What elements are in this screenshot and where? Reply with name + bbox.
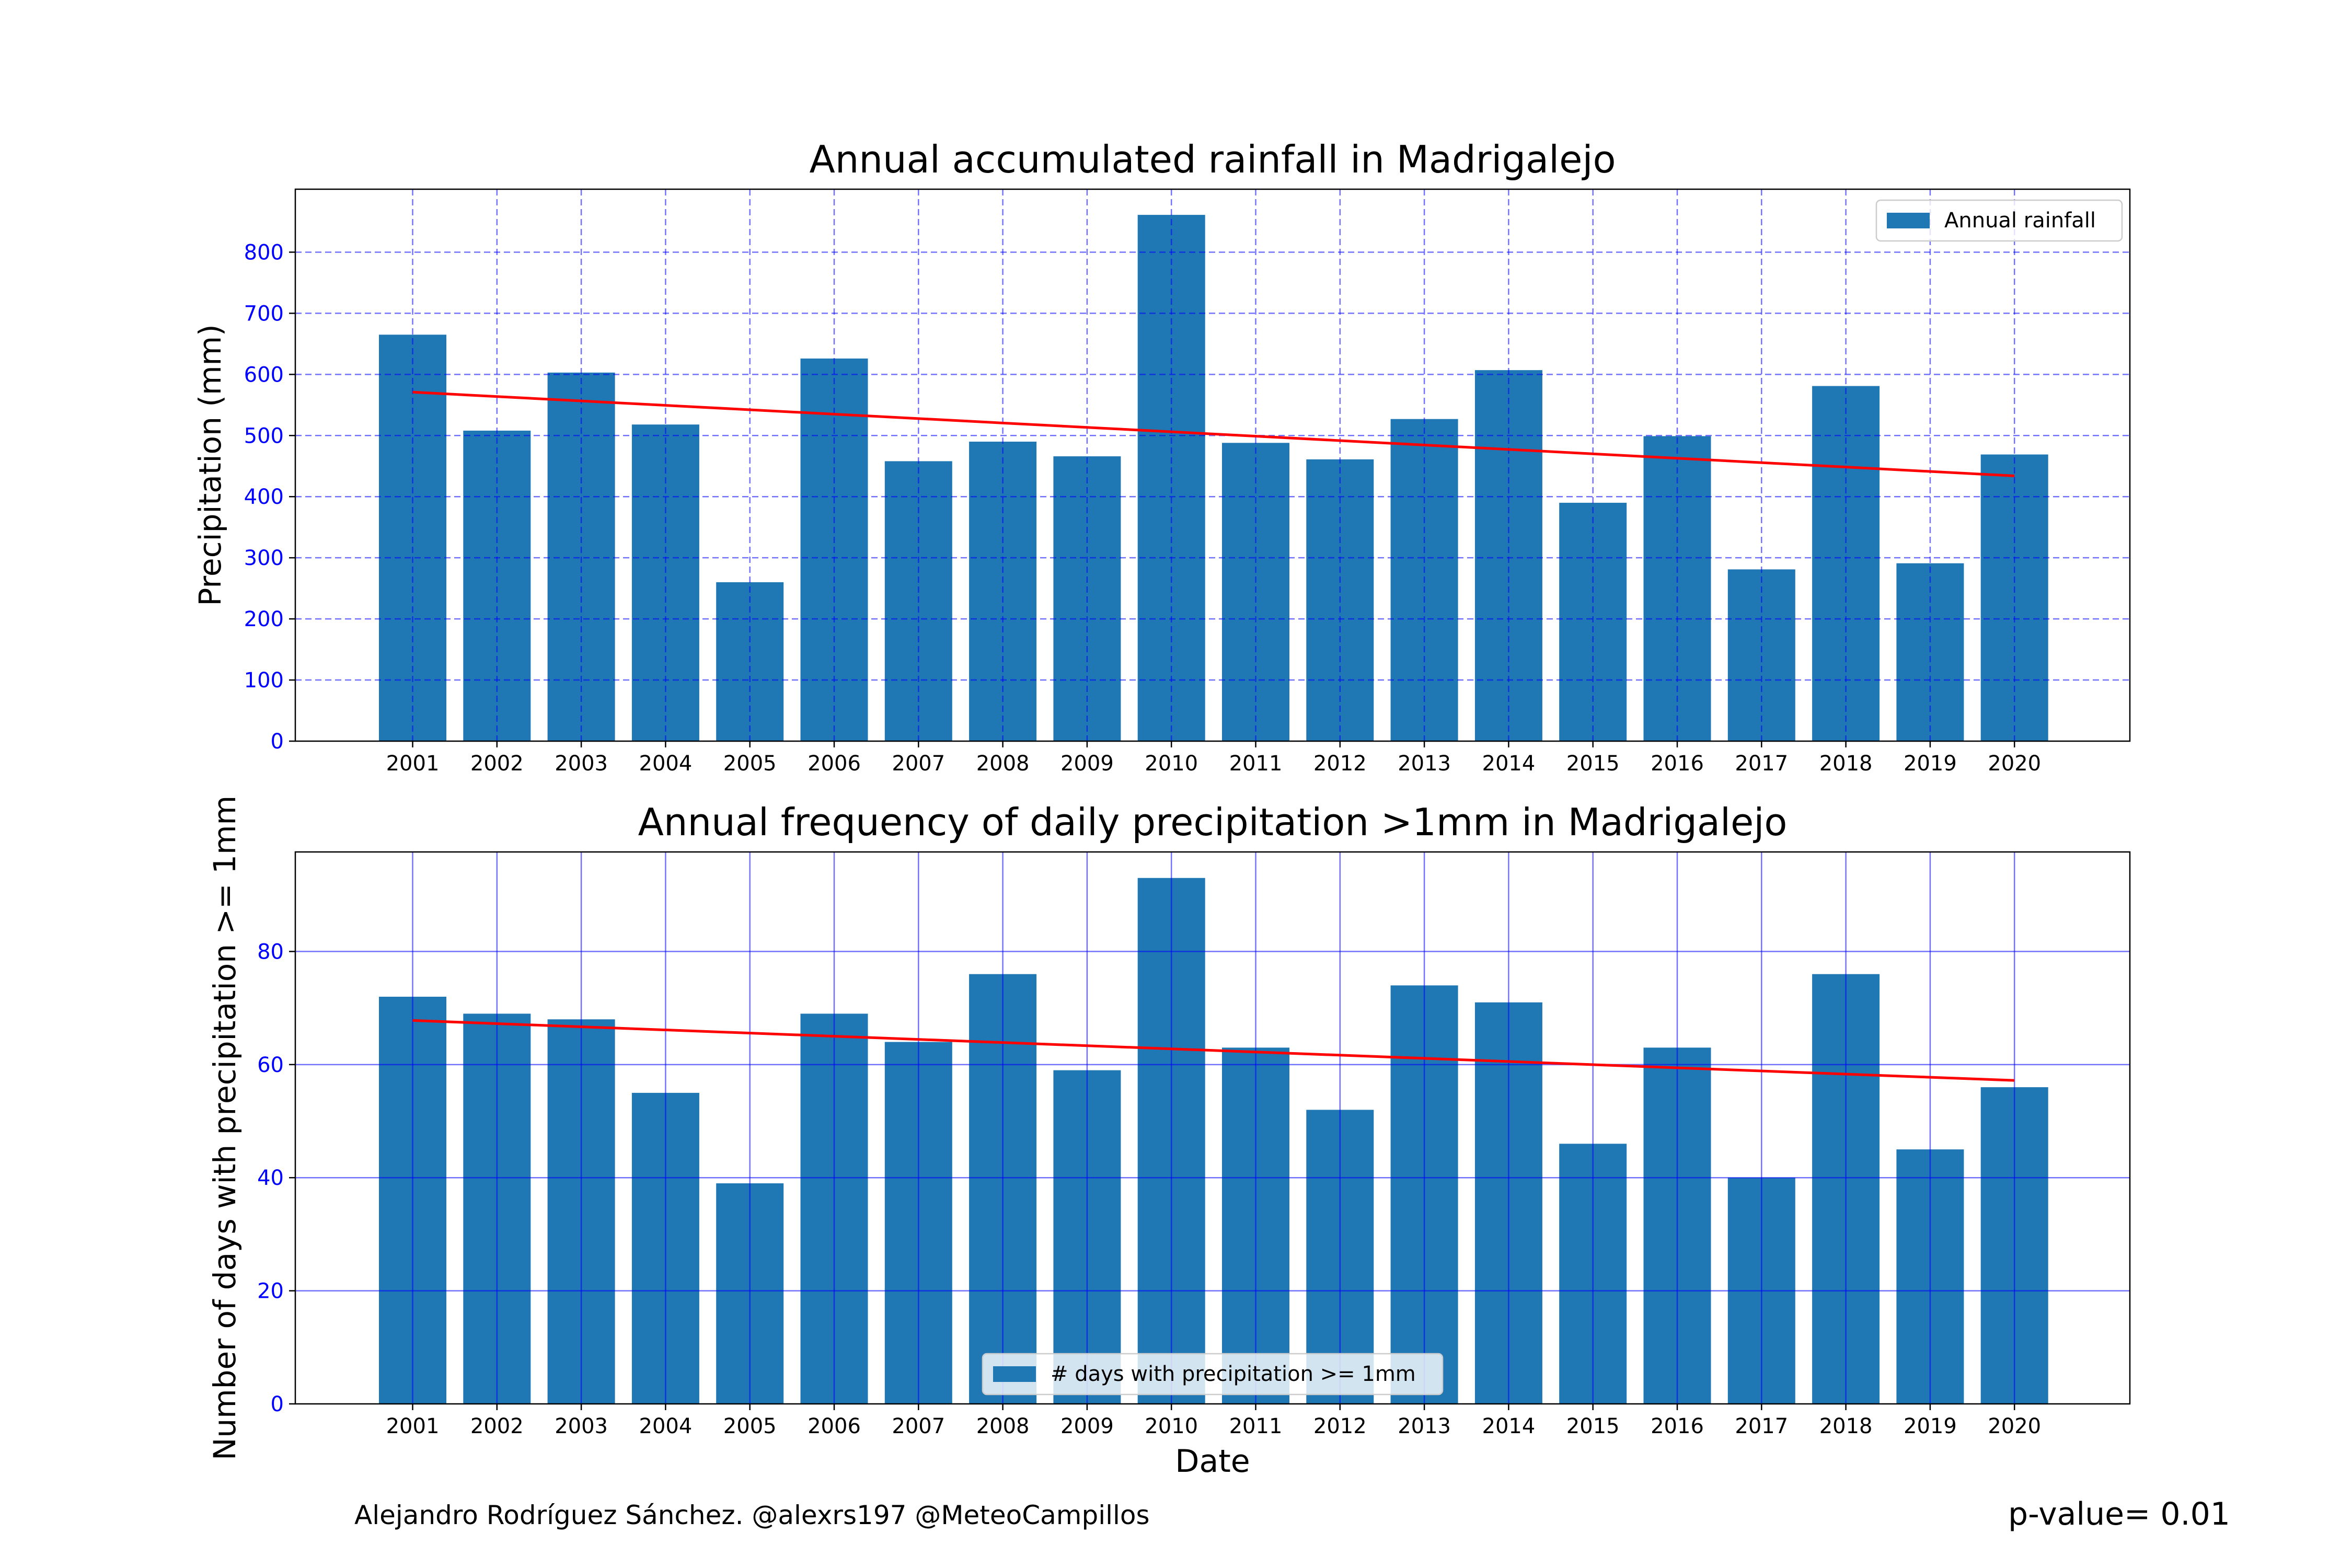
x-tick-label: 2019	[1904, 752, 1957, 776]
x-tick-label: 2018	[1819, 1414, 1873, 1438]
x-tick-label: 2011	[1229, 752, 1283, 776]
p-value-label: p-value= 0.01	[2008, 1496, 2230, 1532]
legend-swatch	[993, 1366, 1036, 1382]
chart-title: Annual frequency of daily precipitation …	[638, 800, 1788, 844]
y-tick-label: 600	[244, 363, 284, 387]
y-tick-label: 200	[244, 607, 284, 631]
legend-label: Annual rainfall	[1944, 209, 2096, 233]
y-tick-label: 800	[244, 240, 284, 264]
y-tick-label: 80	[257, 940, 284, 964]
x-tick-label: 2002	[470, 752, 524, 776]
y-tick-label: 20	[257, 1279, 284, 1304]
x-tick-label: 2016	[1651, 752, 1704, 776]
y-axis-label: Number of days with precipitation >= 1mm	[207, 795, 243, 1460]
legend-box	[1875, 199, 2123, 242]
y-tick-label: 300	[244, 546, 284, 570]
y-tick-label: 0	[271, 1392, 284, 1416]
x-tick-label: 2015	[1566, 1414, 1620, 1438]
y-tick-label: 60	[257, 1053, 284, 1077]
x-tick-label: 2017	[1735, 752, 1788, 776]
x-tick-label: 2011	[1229, 1414, 1283, 1438]
x-tick-label: 2020	[1988, 752, 2041, 776]
x-tick-label: 2009	[1060, 752, 1114, 776]
plot-frame	[294, 851, 2131, 1405]
author-credit: Alejandro Rodríguez Sánchez. @alexrs197 …	[354, 1500, 1150, 1530]
x-tick-label: 2007	[892, 1414, 945, 1438]
x-tick-label: 2001	[386, 752, 440, 776]
y-tick-label: 400	[244, 485, 284, 509]
y-axis-label: Precipitation (mm)	[192, 324, 228, 606]
x-tick-label: 2003	[555, 752, 608, 776]
chart-title: Annual accumulated rainfall in Madrigale…	[809, 137, 1616, 181]
x-tick-label: 2008	[976, 752, 1030, 776]
legend: # days with precipitation >= 1mm	[982, 1353, 1444, 1396]
chart-2: 0 20 40 60 80 2001 2002 2003 2004 2005 2006 2007 200…	[207, 795, 2131, 1480]
x-tick-label: 2007	[892, 752, 945, 776]
y-tick-label: 0	[271, 730, 284, 754]
x-tick-label: 2010	[1145, 752, 1198, 776]
y-tick-label: 40	[257, 1166, 284, 1190]
x-tick-label: 2016	[1651, 1414, 1704, 1438]
y-tick-label: 500	[244, 424, 284, 448]
x-tick-label: 2005	[723, 1414, 777, 1438]
y-tick-label: 700	[244, 302, 284, 326]
x-tick-label: 2019	[1904, 1414, 1957, 1438]
x-tick-label: 2012	[1313, 752, 1367, 776]
x-axis-label: Date	[1175, 1443, 1250, 1480]
x-tick-label: 2005	[723, 752, 777, 776]
x-tick-label: 2014	[1482, 1414, 1536, 1438]
x-tick-label: 2012	[1313, 1414, 1367, 1438]
x-tick-label: 2004	[639, 752, 693, 776]
y-tick-label: 100	[244, 668, 284, 693]
x-tick-label: 2009	[1060, 1414, 1114, 1438]
x-tick-label: 2010	[1145, 1414, 1198, 1438]
chart-1: 0 100 200 300 400 500 600 700 800 2001 2002 2003 200…	[192, 137, 2131, 776]
x-tick-label: 2001	[386, 1414, 440, 1438]
x-tick-label: 2020	[1988, 1414, 2041, 1438]
x-tick-label: 2006	[808, 752, 861, 776]
x-tick-label: 2014	[1482, 752, 1536, 776]
trend-line	[412, 390, 2015, 477]
x-tick-label: 2002	[470, 1414, 524, 1438]
x-tick-label: 2006	[808, 1414, 861, 1438]
x-tick-label: 2003	[555, 1414, 608, 1438]
x-tick-label: 2017	[1735, 1414, 1788, 1438]
x-tick-label: 2004	[639, 1414, 693, 1438]
legend: Annual rainfall	[1875, 199, 2123, 242]
legend-label: # days with precipitation >= 1mm	[1051, 1362, 1416, 1386]
bar-2014	[1474, 370, 1542, 741]
bar-2017	[1727, 569, 1795, 741]
x-tick-label: 2018	[1819, 752, 1873, 776]
x-tick-label: 2013	[1398, 1414, 1451, 1438]
x-tick-label: 2013	[1398, 752, 1451, 776]
trend-line	[412, 1019, 2015, 1082]
x-tick-label: 2008	[976, 1414, 1030, 1438]
plot-frame	[294, 188, 2131, 742]
x-tick-label: 2015	[1566, 752, 1620, 776]
legend-swatch	[1887, 213, 1930, 228]
legend-box	[982, 1353, 1444, 1396]
